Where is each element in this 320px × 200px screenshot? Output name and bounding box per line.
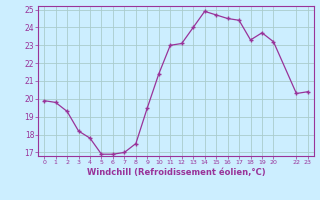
X-axis label: Windchill (Refroidissement éolien,°C): Windchill (Refroidissement éolien,°C)	[87, 168, 265, 177]
